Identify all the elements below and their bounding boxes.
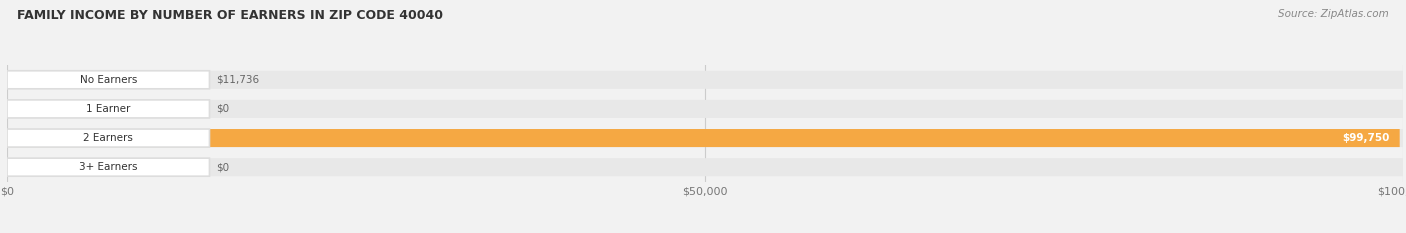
FancyBboxPatch shape	[7, 129, 1403, 147]
FancyBboxPatch shape	[7, 100, 1403, 118]
Text: $11,736: $11,736	[217, 75, 260, 85]
FancyBboxPatch shape	[7, 100, 209, 118]
FancyBboxPatch shape	[7, 158, 1403, 176]
Text: FAMILY INCOME BY NUMBER OF EARNERS IN ZIP CODE 40040: FAMILY INCOME BY NUMBER OF EARNERS IN ZI…	[17, 9, 443, 22]
Text: 1 Earner: 1 Earner	[86, 104, 131, 114]
Text: $0: $0	[217, 104, 229, 114]
Text: $99,750: $99,750	[1341, 133, 1389, 143]
Text: No Earners: No Earners	[80, 75, 136, 85]
Text: 2 Earners: 2 Earners	[83, 133, 134, 143]
FancyBboxPatch shape	[7, 71, 1403, 89]
FancyBboxPatch shape	[7, 129, 1400, 147]
Text: Source: ZipAtlas.com: Source: ZipAtlas.com	[1278, 9, 1389, 19]
Text: 3+ Earners: 3+ Earners	[79, 162, 138, 172]
FancyBboxPatch shape	[7, 71, 172, 89]
Text: $0: $0	[217, 162, 229, 172]
FancyBboxPatch shape	[7, 129, 209, 147]
FancyBboxPatch shape	[7, 158, 209, 176]
FancyBboxPatch shape	[7, 71, 209, 89]
